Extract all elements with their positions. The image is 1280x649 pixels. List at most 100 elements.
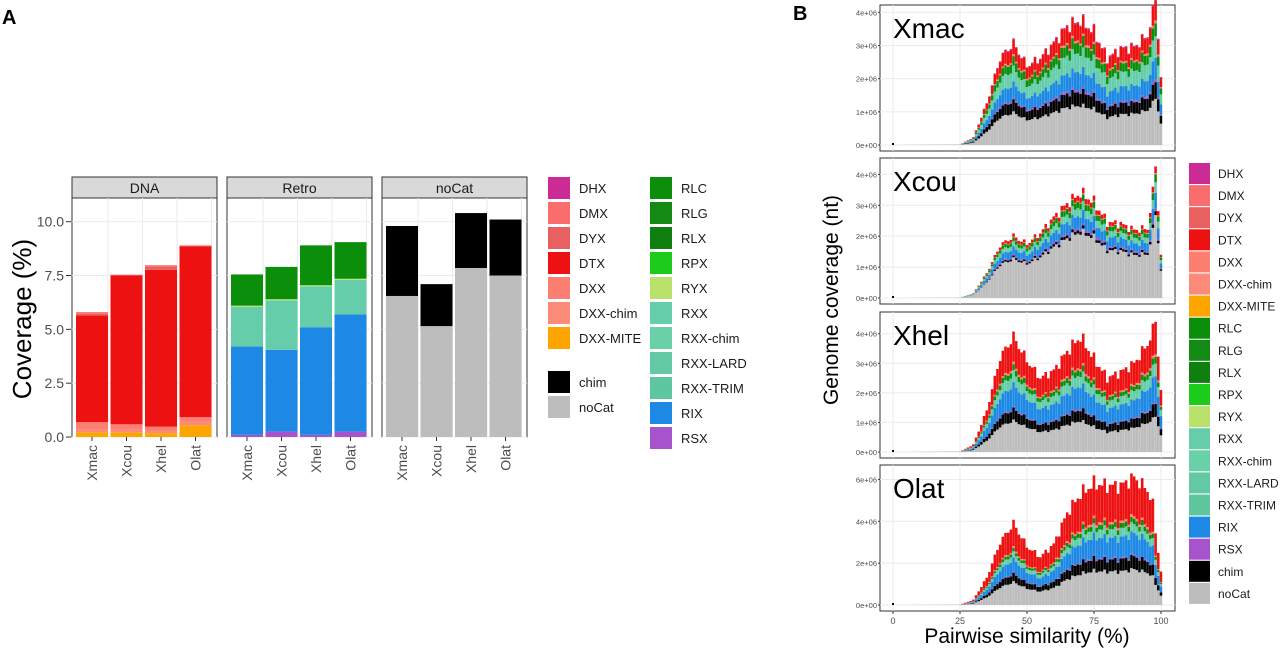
- legend-label: DHX: [579, 181, 607, 196]
- hist-bar-RLC: [1068, 544, 1072, 549]
- hist-bar-noCat: [1146, 573, 1149, 605]
- hist-bar-RSX: [1098, 558, 1101, 560]
- hist-bar-RXX: [1014, 72, 1018, 87]
- hist-bar-noCat: [1068, 109, 1072, 145]
- hist-bar-noCat: [1073, 422, 1077, 452]
- legend-label: DXX-MITE: [1218, 300, 1275, 314]
- hist-bar-RIX: [1138, 539, 1141, 560]
- hist-bar-noCat: [1089, 572, 1093, 605]
- hist-bar-DTX: [1148, 212, 1152, 218]
- hist-bar-chim: [977, 599, 980, 602]
- hist-bar-RXX: [1098, 221, 1101, 229]
- hist-bar-noCat: [1017, 116, 1021, 145]
- hist-bar-noCat: [972, 294, 975, 298]
- hist-bar-RSX: [1009, 258, 1013, 260]
- hist-bar-RIX: [1148, 387, 1152, 410]
- hist-bar-noCat: [1071, 232, 1074, 298]
- hist-bar-DTX: [1159, 77, 1163, 88]
- hist-bar-DXX: [990, 576, 994, 578]
- hist-bar-chim: [1130, 554, 1133, 569]
- hist-bar-chim: [1122, 421, 1125, 430]
- hist-bar-RSX: [1001, 260, 1005, 262]
- hist-bar-noCat: [961, 297, 964, 298]
- hist-bar-RSX: [1081, 86, 1085, 89]
- hist-bar-RXX: [1055, 223, 1058, 230]
- hist-bar-chim: [1132, 556, 1136, 569]
- hist-bar-RSX: [1111, 246, 1114, 249]
- hist-bar-chim: [1098, 559, 1101, 572]
- hist-bar-DXX: [1006, 373, 1010, 376]
- hist-bar-RIX: [972, 601, 975, 603]
- hist-bar-chim: [1047, 251, 1050, 255]
- hist-bar-DXX: [1106, 230, 1109, 232]
- hist-bar-DTX: [1063, 354, 1066, 379]
- hist-bar-RXX: [1063, 216, 1066, 225]
- hist-bar-chim: [988, 592, 991, 596]
- hist-bar-DXX: [1081, 521, 1085, 525]
- hist-bar-noCat: [1006, 584, 1010, 605]
- hist-bar-DHX: [1055, 37, 1058, 38]
- hist-bar-RXX: [1044, 232, 1047, 239]
- hist-bar-RIX: [1135, 85, 1139, 101]
- hist-bar-chim: [1001, 579, 1005, 586]
- hist-bar-RXX: [1073, 377, 1077, 389]
- hist-bar-RLC: [1154, 556, 1157, 560]
- hist-bar-DTX: [1047, 378, 1050, 397]
- hist-bar-RLC: [1092, 379, 1096, 385]
- hist-bar-DTX: [1084, 492, 1088, 528]
- hist-bar-DTX: [1108, 484, 1112, 522]
- hist-bar-DHX: [1114, 48, 1117, 50]
- hist-bar-DXX: [1127, 524, 1131, 528]
- hist-bar-RIX: [1009, 562, 1013, 576]
- hist-bar-noCat: [1073, 234, 1077, 298]
- hist-bar-RXX: [1039, 574, 1042, 579]
- hist-bar-chim: [1156, 585, 1160, 591]
- hist-bar-DXX: [1081, 363, 1085, 366]
- hist-bar-chim: [1154, 211, 1157, 216]
- hist-bar-chim: [1132, 102, 1136, 114]
- hist-bar-RSX: [1111, 422, 1114, 424]
- hist-bar-RLC: [1159, 582, 1163, 584]
- hist-bar-chim: [1063, 237, 1066, 240]
- hist-bar-noCat: [1020, 425, 1023, 452]
- hist-bar-DTX: [1025, 362, 1029, 385]
- hist-bar-DTX: [966, 140, 970, 142]
- hist-bar-RIX: [1154, 192, 1157, 209]
- hist-bar-DTX: [980, 424, 983, 432]
- hist-bar-RIX: [1095, 402, 1098, 420]
- hist-bar-RSX: [1087, 559, 1090, 561]
- hist-bar-DTX: [1012, 233, 1015, 237]
- hist-bar-RLC: [1124, 229, 1128, 234]
- hist-bar-RLC: [1017, 376, 1021, 383]
- hist-bar-RIX: [1114, 87, 1117, 102]
- hist-bar-chim: [1049, 582, 1053, 589]
- hist-bar-DTX: [1036, 64, 1039, 76]
- hist-bar-DTX: [1031, 239, 1034, 243]
- hist-bar-RLC: [1087, 205, 1090, 212]
- hist-bar-DTX: [1122, 47, 1125, 62]
- hist-bar-chim: [1143, 252, 1147, 255]
- hist-bar-RXX: [1122, 233, 1125, 239]
- hist-bar-DXX: [1033, 388, 1037, 390]
- hist-bar-DXX: [1052, 220, 1056, 222]
- hist-bar-chim: [1095, 420, 1098, 429]
- hist-bar-noCat: [1132, 568, 1136, 605]
- hist-bar-noCat: [1132, 254, 1136, 298]
- hist-bar-DTX: [966, 447, 970, 449]
- hist-bar-DHX: [1151, 4, 1155, 7]
- hist-bar-DTX: [1055, 364, 1058, 387]
- hist-bar-RXX: [974, 598, 978, 600]
- hist-bar-RSX: [1146, 251, 1149, 253]
- legend-key-RXX-TRIM: [1189, 494, 1210, 516]
- hist-bar-RLC: [996, 568, 999, 571]
- legend-key-DXX-chim: [548, 302, 570, 324]
- hist-bar-DTX: [1140, 225, 1144, 229]
- hist-bar-DTX: [972, 444, 975, 447]
- hist-bar-DTX: [1022, 57, 1026, 70]
- hist-bar-chim: [1159, 592, 1163, 596]
- hist-bar-RXX: [1052, 566, 1056, 571]
- hist-bar-DXX: [1006, 555, 1010, 557]
- hist-bar-chim: [1135, 101, 1139, 114]
- hist-bar-chim: [1098, 100, 1101, 113]
- hist-bar-RLC: [1151, 193, 1155, 201]
